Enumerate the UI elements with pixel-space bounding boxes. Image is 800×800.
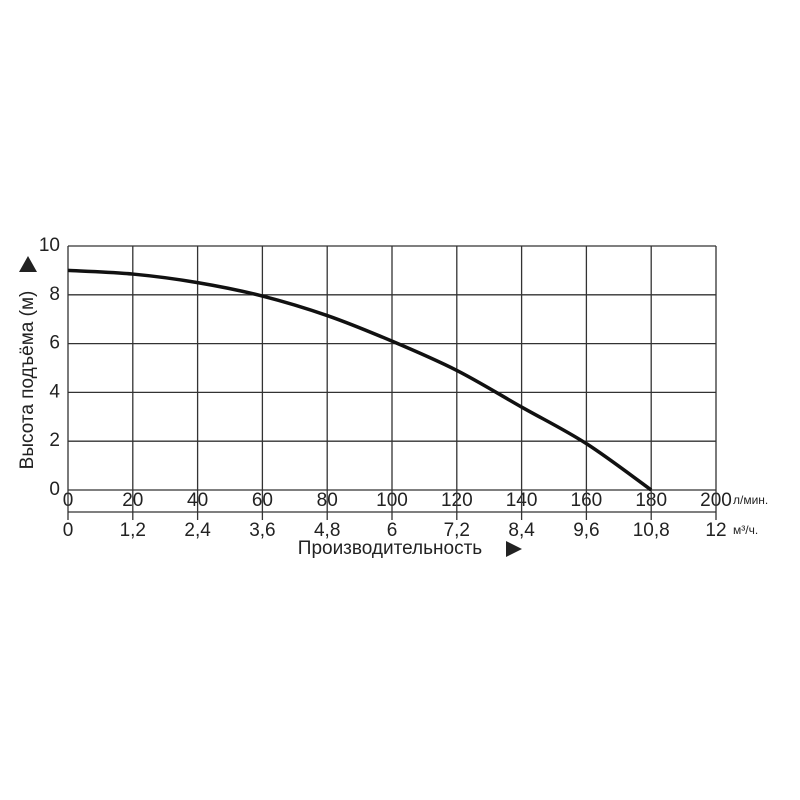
y-tick-label: 10 — [39, 235, 60, 256]
x2-tick-label: 0 — [63, 520, 74, 541]
y-tick-label: 2 — [49, 430, 60, 451]
x2-tick-label: 9,6 — [573, 520, 599, 541]
x2-tick-label: 6 — [387, 520, 398, 541]
x2-tick-label: 8,4 — [508, 520, 535, 541]
x2-unit: м³/ч. — [733, 523, 758, 537]
x2-tick-label: 3,6 — [249, 520, 275, 541]
x-axis-arrow — [506, 541, 522, 557]
x2-tick-label: 10,8 — [633, 520, 670, 541]
y-tick-label: 8 — [49, 284, 60, 305]
x-unit: л/мин. — [733, 493, 768, 507]
y-tick-label: 6 — [49, 333, 60, 354]
x2-tick-label: 7,2 — [444, 520, 470, 541]
x2-tick-label: 4,8 — [314, 520, 340, 541]
x2-tick-label: 12 — [705, 520, 726, 541]
y-axis-label: Высота подъёма (м) — [17, 291, 38, 470]
x2-tick-label: 2,4 — [184, 520, 211, 541]
curve — [67, 268, 653, 492]
x-axis-label: Производительность — [298, 538, 483, 559]
y-tick-label: 0 — [49, 479, 60, 500]
y-axis-arrow — [19, 256, 37, 272]
y-tick-label: 4 — [49, 381, 60, 402]
x2-tick-label: 1,2 — [120, 520, 146, 541]
